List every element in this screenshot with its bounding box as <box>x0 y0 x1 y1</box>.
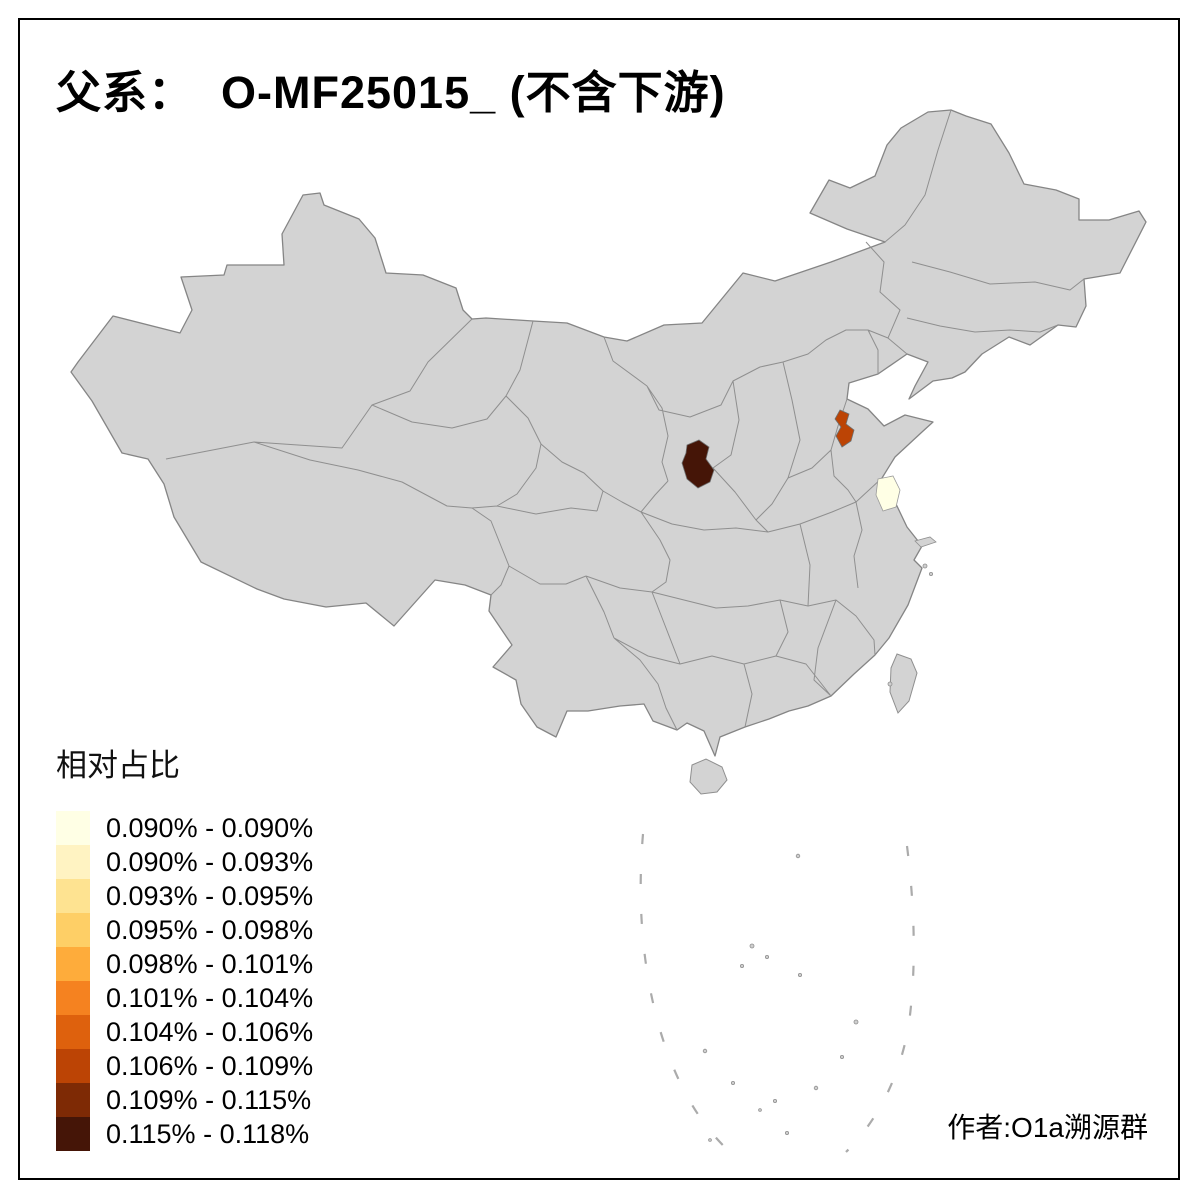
hainan-island <box>689 758 728 795</box>
legend-item-label: 0.090% - 0.093% <box>106 846 314 877</box>
legend-item: 0.106% - 0.109% <box>56 1049 313 1083</box>
legend-item: 0.095% - 0.098% <box>56 913 313 947</box>
legend-item: 0.090% - 0.090% <box>56 811 313 845</box>
legend-item-label: 0.115% - 0.118% <box>106 1118 310 1149</box>
highlight-region-shaanxi-shanxi <box>681 439 715 489</box>
legend-color-swatch <box>56 981 90 1015</box>
legend-color-swatch <box>56 1083 90 1117</box>
highlight-region-shandong <box>834 409 855 448</box>
legend-item-label: 0.104% - 0.106% <box>106 1016 314 1047</box>
legend-item-label: 0.109% - 0.115% <box>106 1084 312 1115</box>
legend-item: 0.093% - 0.095% <box>56 879 313 913</box>
legend-item: 0.090% - 0.093% <box>56 845 313 879</box>
page-title: 父系： O-MF25015_ (不含下游) <box>56 67 726 118</box>
highlight-region-jiangsu-coast <box>875 475 901 512</box>
legend-color-swatch <box>56 1117 90 1151</box>
legend-color-swatch <box>56 845 90 879</box>
author-credit: 作者:O1a溯源群 <box>947 1112 1148 1143</box>
legend-color-swatch <box>56 1015 90 1049</box>
legend-item-label: 0.106% - 0.109% <box>106 1050 314 1081</box>
legend-item-label: 0.101% - 0.104% <box>106 982 314 1013</box>
legend-item-label: 0.095% - 0.098% <box>106 914 314 945</box>
chongming-island <box>914 536 937 548</box>
legend-title: 相对占比 <box>56 748 180 783</box>
legend-item-label: 0.090% - 0.090% <box>106 812 314 843</box>
legend-color-swatch <box>56 913 90 947</box>
taiwan-island <box>889 653 918 714</box>
legend-color-swatch <box>56 879 90 913</box>
legend-item: 0.098% - 0.101% <box>56 947 313 981</box>
china-mainland <box>70 109 1147 757</box>
legend-item: 0.101% - 0.104% <box>56 981 313 1015</box>
legend-item-label: 0.098% - 0.101% <box>106 948 314 979</box>
legend: 相对占比 0.090% - 0.090% 0.090% - 0.093% 0.0… <box>56 740 313 1151</box>
legend-item: 0.109% - 0.115% <box>56 1083 313 1117</box>
legend-item: 0.104% - 0.106% <box>56 1015 313 1049</box>
legend-color-swatch <box>56 811 90 845</box>
province-borders <box>165 109 1085 731</box>
coastal-and-sea-islands <box>702 563 934 1142</box>
nine-dash-line <box>639 833 915 1153</box>
legend-item: 0.115% - 0.118% <box>56 1117 313 1151</box>
legend-color-swatch <box>56 1049 90 1083</box>
legend-color-swatch <box>56 947 90 981</box>
legend-item-label: 0.093% - 0.095% <box>106 880 314 911</box>
